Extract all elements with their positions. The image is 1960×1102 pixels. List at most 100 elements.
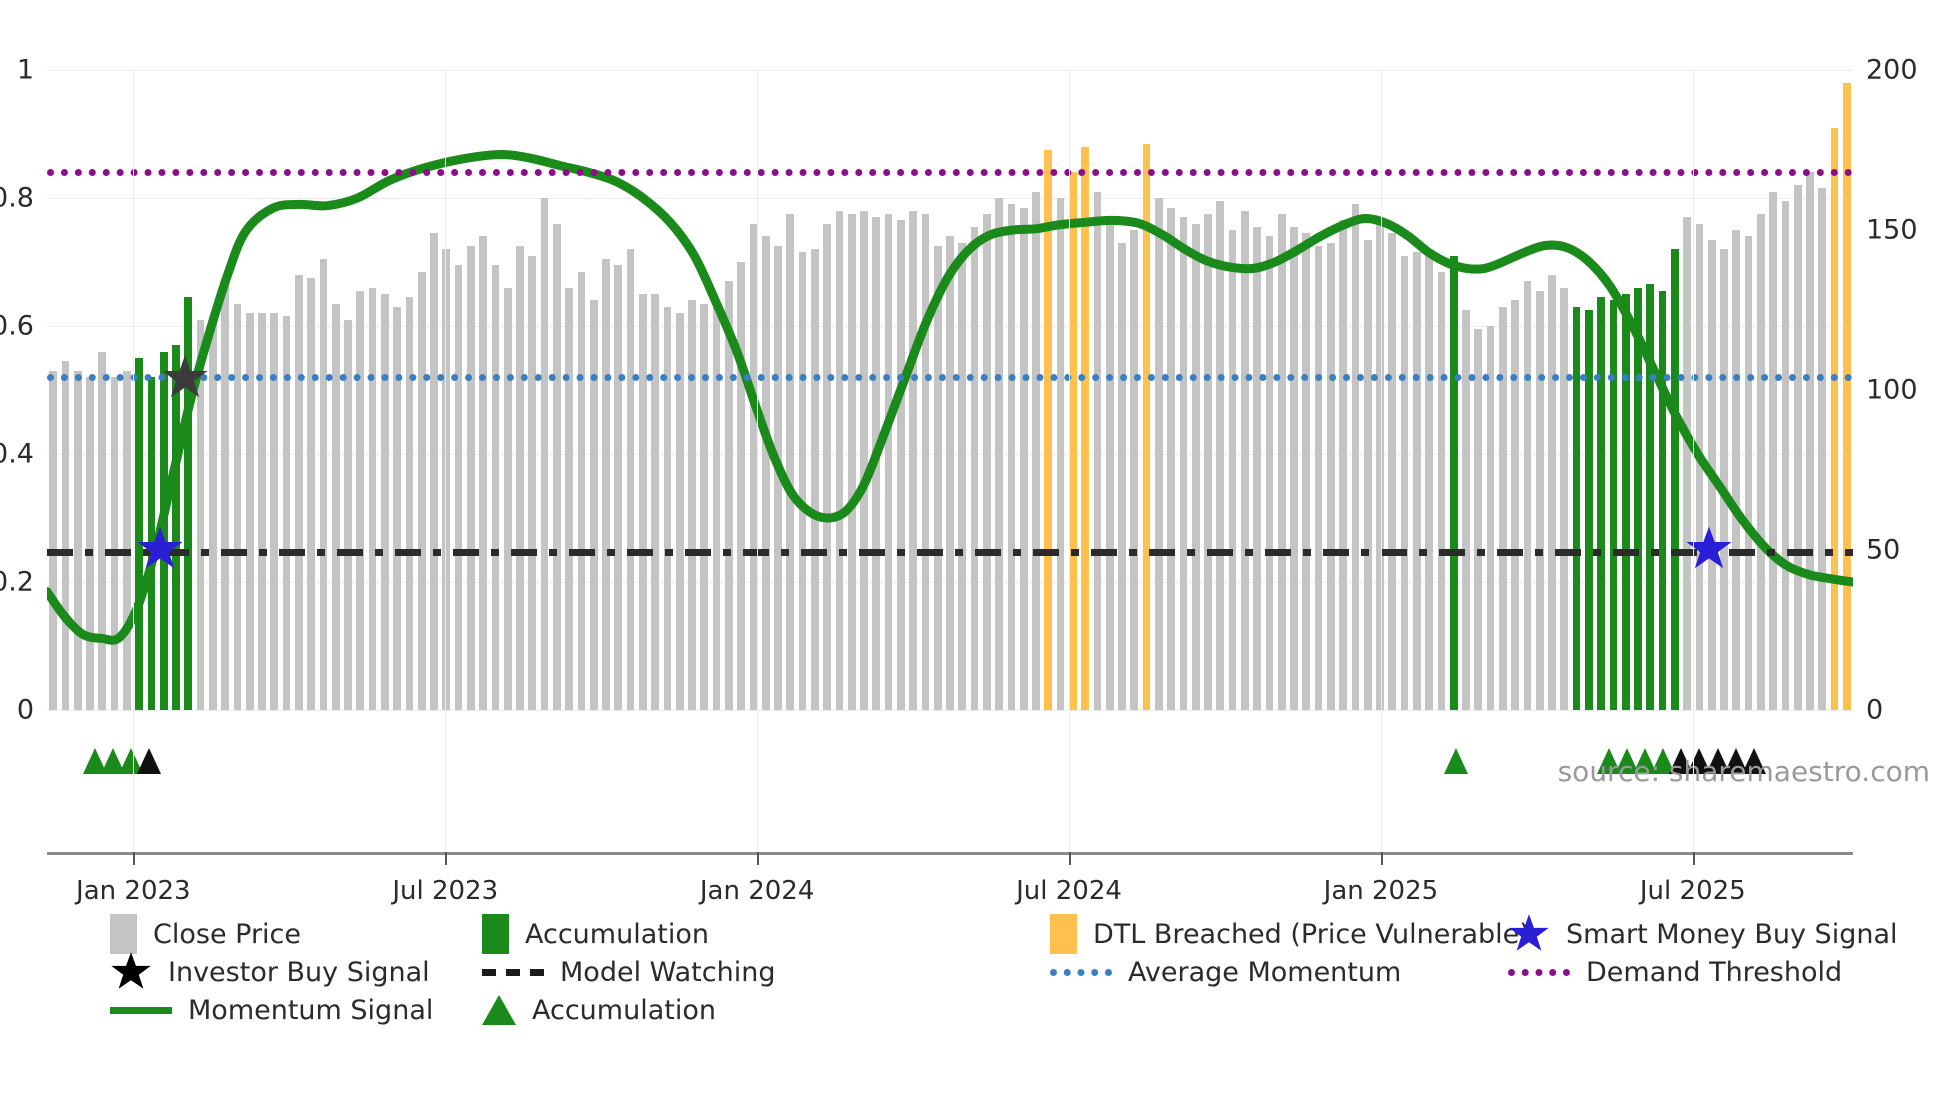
bar [1535,290,1544,710]
bar [295,274,303,710]
bar [356,290,365,710]
legend-label: Average Momentum [1128,956,1402,988]
bar [1413,252,1421,710]
bar [368,287,377,710]
star-icon-wrap [110,951,152,993]
bar [1843,82,1851,710]
bar [331,303,340,710]
reference-line-demand-threshold [47,169,1853,177]
bar [1105,220,1114,710]
smart-money-buy-signal-marker [136,525,184,577]
bar [651,294,659,710]
bar [393,306,401,710]
y-axis-left-tick: 0.2 [0,566,34,598]
bar [626,249,635,710]
x-axis-tick-mark [757,852,760,865]
bar [897,220,905,710]
legend-dtl-breached[interactable]: DTL Breached (Price Vulnerable) [1050,914,1530,954]
x-axis-tick-mark [133,852,136,865]
bar [1376,223,1384,710]
bar [737,262,745,710]
legend-model-watching[interactable]: Model Watching [482,953,775,991]
bar [123,370,131,710]
legend-momentum-signal[interactable]: Momentum Signal [110,991,433,1029]
star-icon [1509,914,1549,951]
bar [282,316,291,710]
vertical-gridline [1069,70,1070,852]
dotted-line-icon [1050,968,1112,976]
bar [712,300,721,710]
gridline [47,710,1853,711]
bar [884,214,893,710]
legend-accumulation-bar[interactable]: Accumulation [482,914,709,954]
bar [417,271,426,710]
bar [233,303,242,710]
y-axis-left-tick: 1 [16,54,34,86]
bar [909,210,917,710]
bar [1302,233,1311,710]
chart-legend: Close Price Accumulation DTL Breached (Pri… [0,914,1960,1065]
bar [430,233,438,710]
investor-buy-signal-marker [161,354,209,406]
bar [811,249,819,710]
star-icon [111,952,151,989]
bar [1044,150,1053,710]
bar [172,345,180,710]
x-axis [47,852,1853,855]
bar [725,281,733,710]
bar [1241,210,1249,710]
bar [1523,281,1532,710]
bar [1806,172,1814,710]
legend-close-price[interactable]: Close Price [110,914,301,954]
legend-investor-buy[interactable]: Investor Buy Signal [110,951,430,993]
bar [98,351,107,710]
dashed-line-icon [482,968,544,976]
bar [774,246,782,710]
bar [614,265,623,710]
bar [245,313,254,710]
bar [344,319,352,710]
bar [921,214,930,710]
bar [1069,172,1077,710]
bar [1462,310,1470,710]
legend-average-momentum[interactable]: Average Momentum [1050,953,1401,991]
plot-area: 0 0.2 0.4 0.6 0.8 1 0 50 100 150 200 [0,55,1918,726]
bar [1449,255,1458,710]
swatch-icon [1050,914,1077,954]
bar [110,377,119,710]
legend-accumulation-triangle[interactable]: Accumulation [482,991,716,1029]
y-axis-right-tick: 0 [1866,694,1884,726]
bar [1609,300,1618,710]
bar [639,294,647,710]
bar [1388,233,1397,710]
legend-label: Accumulation [532,994,716,1026]
bar [1019,207,1028,710]
legend-label: DTL Breached (Price Vulnerable) [1093,918,1530,950]
bar [503,287,512,710]
y-axis-left-tick: 0.6 [0,310,34,342]
bar [73,370,82,710]
x-axis-tick-mark [445,852,448,865]
legend-smart-money[interactable]: Smart Money Buy Signal [1508,914,1898,953]
bar [1486,326,1495,710]
y-axis-left-tick: 0 [16,694,34,726]
momentum-signal-path [47,150,1853,645]
bar [1793,185,1802,710]
y-axis-right-tick: 50 [1866,534,1901,566]
bar [1572,306,1581,710]
bar [196,319,205,710]
bar [835,210,844,710]
bar [1683,217,1691,710]
bar [860,210,868,710]
y-axis-right-tick: 150 [1866,214,1918,246]
bar [491,265,500,710]
legend-demand-threshold[interactable]: Demand Threshold [1508,953,1842,991]
bar [1228,230,1237,710]
y-axis-left-tick: 0.4 [0,438,34,470]
bar [49,370,57,710]
bar [1142,143,1151,710]
legend-label: Accumulation [525,918,709,950]
line-icon [110,1006,172,1014]
bar [565,287,573,710]
